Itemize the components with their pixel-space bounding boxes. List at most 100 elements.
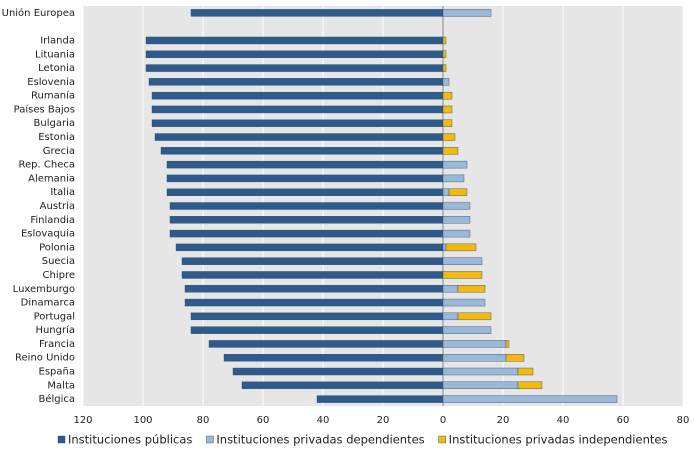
bar bbox=[223, 354, 444, 362]
y-tick-label: Eslovenia bbox=[27, 77, 75, 88]
bar bbox=[151, 105, 444, 114]
bar bbox=[175, 243, 444, 252]
bar bbox=[505, 340, 510, 348]
y-tick-label: Portugal bbox=[34, 311, 75, 322]
y-tick-label: Hungría bbox=[35, 324, 75, 336]
bar bbox=[232, 367, 444, 376]
bar bbox=[442, 160, 468, 169]
bar bbox=[442, 354, 507, 362]
bar bbox=[160, 147, 444, 155]
bar bbox=[442, 9, 492, 17]
x-tick-label: 20 bbox=[497, 415, 510, 426]
bar bbox=[442, 202, 471, 210]
bar bbox=[166, 188, 444, 196]
y-tick-label: Suecia bbox=[42, 256, 75, 267]
bar bbox=[148, 78, 444, 86]
y-tick-label: Estonia bbox=[38, 132, 75, 143]
y-tick-label: Malta bbox=[47, 380, 75, 391]
bar bbox=[442, 119, 453, 127]
y-tick-label: Italia bbox=[50, 187, 75, 198]
bar bbox=[442, 312, 459, 321]
bar bbox=[151, 91, 444, 100]
bar bbox=[442, 271, 483, 279]
bar bbox=[442, 78, 450, 86]
y-tick-label: Polonia bbox=[39, 242, 75, 253]
y-tick-label: Bulgaria bbox=[34, 118, 75, 129]
bar bbox=[184, 285, 444, 293]
y-tick-label: Finlandia bbox=[30, 215, 75, 226]
y-tick-label: Alemania bbox=[28, 173, 75, 184]
y-tick-label: Letonia bbox=[38, 63, 75, 74]
x-tick-label: 40 bbox=[317, 415, 330, 426]
x-tick-label: 20 bbox=[377, 415, 390, 426]
bar bbox=[442, 64, 447, 72]
y-tick-label: Francia bbox=[39, 339, 75, 350]
bar bbox=[442, 36, 447, 45]
bar bbox=[442, 50, 447, 58]
x-tick-label: 120 bbox=[73, 415, 92, 426]
y-tick-label: Austria bbox=[40, 201, 75, 212]
legend-label: Instituciones públicas bbox=[68, 433, 192, 447]
bar bbox=[442, 229, 471, 238]
y-tick-label: Rep. Checa bbox=[19, 160, 75, 171]
x-tick-label: 40 bbox=[557, 415, 570, 426]
y-tick-label: Grecia bbox=[43, 146, 75, 157]
bar bbox=[517, 367, 534, 376]
y-tick-label: Unión Europea bbox=[2, 7, 75, 19]
bar bbox=[442, 91, 453, 100]
bar bbox=[190, 312, 444, 321]
legend-swatch bbox=[57, 435, 66, 444]
x-tick-label: 60 bbox=[617, 415, 630, 426]
bar bbox=[442, 105, 453, 114]
bar bbox=[442, 367, 519, 376]
y-tick-label: Dinamarca bbox=[21, 298, 75, 309]
y-tick-label: Países Bajos bbox=[14, 103, 75, 115]
bar bbox=[316, 395, 444, 403]
y-tick-label: Bélgica bbox=[38, 393, 75, 405]
bar bbox=[442, 285, 459, 293]
bar bbox=[457, 312, 492, 321]
bar bbox=[442, 174, 465, 183]
bar bbox=[169, 216, 444, 224]
y-tick-label: Irlanda bbox=[40, 35, 75, 46]
y-tick-label: Reino Unido bbox=[15, 353, 75, 364]
x-tick-label: 80 bbox=[677, 415, 690, 426]
bar bbox=[517, 381, 543, 390]
y-tick-label: Eslovaquia bbox=[21, 229, 75, 240]
x-tick-label: 0 bbox=[440, 415, 446, 426]
bar bbox=[166, 174, 444, 183]
bar bbox=[181, 257, 444, 265]
y-tick-label: Rumanía bbox=[31, 90, 75, 102]
x-tick-label: 80 bbox=[197, 415, 210, 426]
bar bbox=[457, 285, 486, 293]
bar bbox=[145, 64, 444, 72]
legend-label: Instituciones privadas dependientes bbox=[216, 433, 424, 447]
x-tick-label: 100 bbox=[133, 415, 152, 426]
legend-swatch bbox=[206, 435, 214, 444]
bar bbox=[145, 36, 444, 45]
bar bbox=[442, 340, 507, 348]
bar bbox=[442, 257, 483, 265]
y-tick-label: España bbox=[39, 367, 75, 378]
bar bbox=[208, 340, 444, 348]
bar bbox=[181, 271, 444, 279]
bar bbox=[448, 188, 468, 196]
bar bbox=[151, 119, 444, 127]
bar bbox=[442, 133, 456, 141]
bar bbox=[442, 216, 471, 224]
y-tick-label: Lituania bbox=[35, 49, 75, 60]
bar bbox=[442, 381, 519, 390]
bar bbox=[442, 188, 450, 196]
bar bbox=[145, 50, 444, 58]
bar bbox=[445, 243, 477, 252]
bar bbox=[154, 133, 444, 141]
bar bbox=[442, 147, 459, 155]
y-tick-label: Luxemburgo bbox=[13, 284, 75, 295]
bar bbox=[442, 243, 447, 252]
legend-swatch bbox=[438, 435, 446, 444]
y-tick-label: Chipre bbox=[43, 270, 76, 281]
bar bbox=[442, 326, 492, 334]
bar bbox=[166, 160, 444, 169]
